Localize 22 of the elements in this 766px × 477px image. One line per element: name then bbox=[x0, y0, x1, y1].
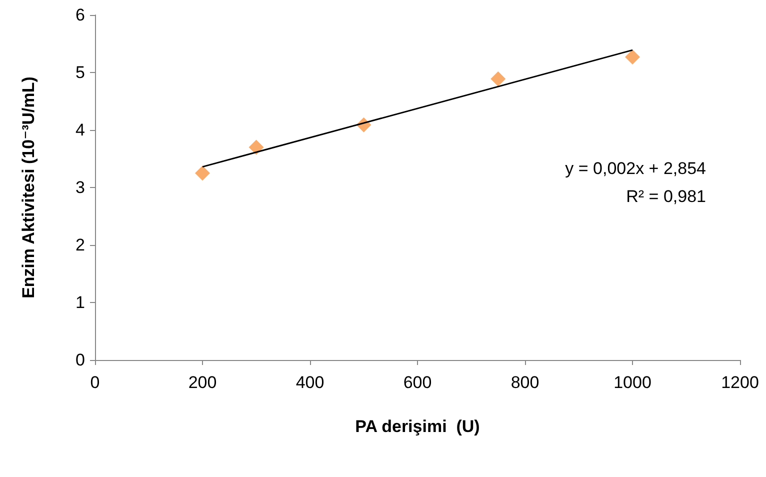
y-tick-label: 3 bbox=[76, 178, 85, 197]
y-tick-label: 6 bbox=[76, 6, 85, 24]
point bbox=[195, 166, 210, 181]
point bbox=[248, 140, 264, 155]
y-tick-label: 2 bbox=[76, 236, 85, 254]
x-tick-label: 200 bbox=[188, 373, 217, 392]
x-tick-label: 0 bbox=[90, 373, 100, 392]
annotation: y = 0,002x + 2,854 bbox=[565, 159, 706, 178]
x-tick-label: 1000 bbox=[614, 373, 652, 392]
annotation: R² = 0,981 bbox=[626, 187, 706, 206]
y-tick-label: 1 bbox=[76, 293, 85, 312]
y-tick-label: 4 bbox=[76, 120, 85, 140]
y-tick-label: 0 bbox=[76, 350, 85, 370]
x-tick-label: 800 bbox=[510, 373, 540, 392]
x-axis-title: PA derişimi (U) bbox=[355, 417, 480, 436]
point bbox=[625, 49, 640, 64]
x-tick-label: 400 bbox=[296, 373, 324, 392]
y-tick-label: 5 bbox=[76, 63, 85, 82]
y-axis-title: Enzim Aktivitesi (10⁻³U/mL) bbox=[19, 76, 38, 298]
point bbox=[490, 71, 506, 86]
x-tick-label: 600 bbox=[403, 373, 432, 392]
x-tick-label: 1200 bbox=[721, 373, 759, 392]
